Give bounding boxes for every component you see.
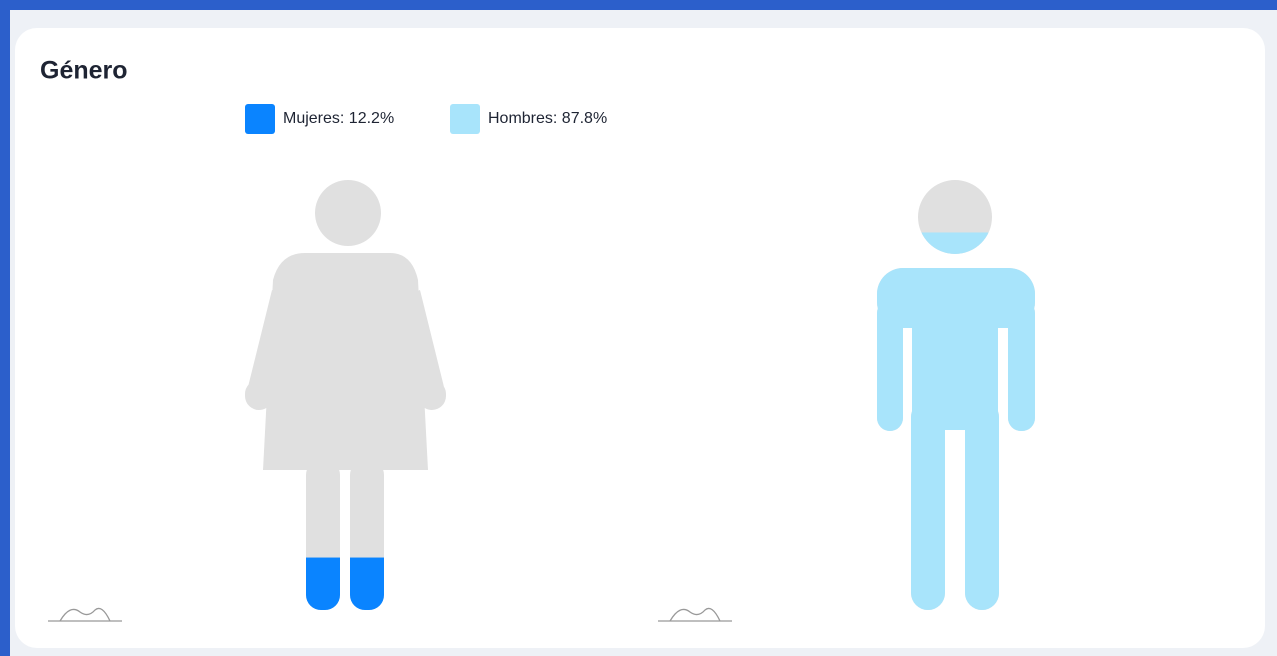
legend-label: Hombres: 87.8% [488, 110, 607, 127]
watermark [48, 607, 732, 622]
chart-title: Género [40, 57, 128, 85]
legend-swatch [245, 104, 275, 134]
card [15, 28, 1265, 648]
legend-swatch [450, 104, 480, 134]
legend-label: Mujeres: 12.2% [283, 110, 394, 127]
